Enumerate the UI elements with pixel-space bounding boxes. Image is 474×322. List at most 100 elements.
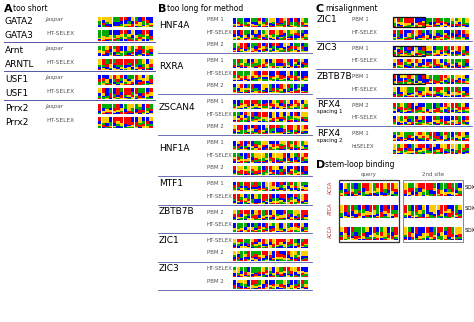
Bar	[290, 84, 293, 88]
Bar	[98, 21, 101, 25]
Bar	[455, 26, 458, 27]
Bar	[280, 128, 283, 132]
Bar	[265, 284, 268, 287]
Bar	[244, 146, 247, 148]
Bar	[455, 132, 458, 135]
Bar	[272, 189, 275, 191]
Bar	[138, 39, 142, 41]
Bar	[258, 272, 261, 274]
Bar	[387, 193, 390, 194]
Bar	[376, 238, 380, 240]
Bar	[451, 87, 454, 91]
Bar	[462, 91, 465, 93]
Bar	[304, 247, 308, 248]
Bar	[240, 92, 243, 93]
Bar	[444, 82, 447, 84]
Bar	[440, 217, 444, 218]
Bar	[262, 106, 264, 108]
Bar	[240, 288, 243, 289]
Bar	[251, 59, 254, 62]
Bar	[294, 190, 297, 191]
Bar	[290, 276, 293, 277]
Bar	[304, 91, 308, 92]
Bar	[290, 132, 293, 134]
Bar	[429, 59, 432, 62]
Bar	[116, 82, 119, 84]
Bar	[404, 119, 407, 122]
Bar	[265, 38, 268, 39]
Bar	[244, 275, 247, 276]
Bar	[287, 100, 290, 104]
Bar	[237, 153, 240, 157]
Bar	[404, 78, 407, 80]
Bar	[297, 62, 301, 64]
Bar	[433, 237, 436, 239]
Bar	[262, 125, 264, 130]
Bar	[400, 107, 403, 110]
Bar	[287, 219, 290, 220]
Bar	[269, 245, 272, 248]
Bar	[440, 54, 443, 55]
Bar	[433, 38, 436, 39]
Bar	[149, 121, 153, 124]
Bar	[419, 205, 422, 210]
Bar	[116, 30, 119, 35]
Bar	[116, 79, 119, 82]
Bar	[113, 127, 116, 128]
Bar	[397, 111, 400, 112]
Bar	[283, 188, 286, 190]
Bar	[283, 214, 286, 218]
Bar	[394, 194, 398, 196]
Bar	[419, 144, 421, 148]
Bar	[400, 137, 403, 139]
Bar	[419, 63, 421, 66]
Bar	[304, 258, 308, 259]
Bar	[393, 140, 396, 141]
Bar	[146, 108, 149, 111]
Bar	[397, 144, 400, 148]
Bar	[422, 38, 425, 40]
Bar	[131, 24, 134, 27]
Bar	[251, 39, 254, 40]
Bar	[258, 226, 261, 229]
Bar	[437, 227, 440, 233]
Bar	[105, 82, 109, 84]
Bar	[244, 133, 247, 134]
Bar	[283, 174, 286, 175]
Bar	[124, 97, 127, 98]
Bar	[294, 284, 297, 286]
Bar	[355, 213, 358, 217]
Bar	[451, 192, 454, 195]
Bar	[301, 100, 304, 104]
Bar	[440, 148, 443, 152]
Bar	[255, 120, 257, 121]
Bar	[440, 122, 443, 124]
Bar	[251, 256, 254, 258]
Bar	[149, 39, 153, 40]
Bar	[426, 103, 429, 109]
Bar	[287, 64, 290, 67]
Bar	[237, 160, 240, 162]
Bar	[297, 251, 301, 255]
Bar	[283, 271, 286, 273]
Bar	[240, 239, 243, 242]
Bar	[233, 243, 236, 245]
Bar	[124, 68, 127, 69]
Bar	[437, 136, 439, 139]
Bar	[251, 18, 254, 22]
Bar	[355, 189, 358, 194]
Bar	[400, 30, 403, 34]
Bar	[447, 124, 450, 125]
Text: ZIC1: ZIC1	[317, 15, 338, 24]
Bar	[287, 287, 290, 289]
Bar	[258, 276, 261, 277]
Bar	[440, 50, 443, 52]
Bar	[393, 45, 425, 55]
Bar	[247, 276, 250, 277]
Bar	[262, 145, 264, 147]
Bar	[272, 51, 275, 52]
Bar	[237, 133, 240, 134]
Bar	[280, 280, 283, 284]
Bar	[149, 113, 153, 114]
Bar	[451, 140, 454, 141]
